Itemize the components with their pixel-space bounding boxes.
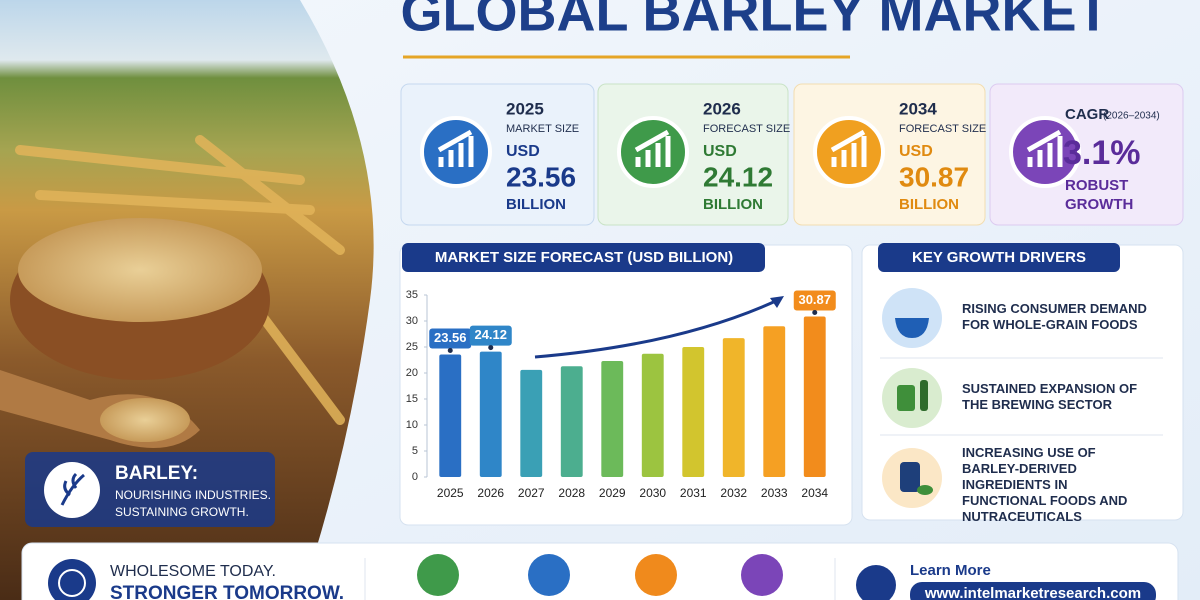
stat-note: ROBUST GROWTH [1065, 177, 1133, 213]
bar [601, 361, 624, 477]
stat-year: 2026 [703, 99, 741, 118]
stat-icon [617, 116, 689, 188]
value-label: 24.12 [474, 327, 507, 342]
driver-text: INCREASING USE OF BARLEY-DERIVED INGREDI… [962, 445, 1128, 524]
x-tick-label: 2034 [801, 486, 828, 500]
globe-lines [58, 569, 86, 597]
value-label: 23.56 [434, 330, 467, 345]
value-label: 30.87 [798, 292, 831, 307]
title: GLOBAL BARLEY MARKET [400, 0, 1109, 42]
drivers-title: KEY GROWTH DRIVERS [912, 249, 1086, 266]
chart-icon [830, 129, 867, 167]
stat-value: 30.87 [899, 161, 969, 192]
value-label-box [429, 328, 472, 349]
feature-icon [635, 554, 677, 596]
trend-arrowhead [770, 296, 784, 308]
value-label-box [793, 290, 836, 311]
stat-currency: USD [506, 143, 540, 160]
stat-icon [1009, 116, 1081, 188]
stat-label: FORECAST SIZE [703, 123, 790, 135]
value-dot [812, 309, 818, 315]
scoop-grains [100, 398, 190, 442]
stat-icon [420, 116, 492, 188]
x-tick-label: 2032 [720, 486, 747, 500]
badge-line: SUSTAINING GROWTH. [115, 505, 249, 519]
y-tick-label: 10 [406, 419, 418, 431]
stat-unit: BILLION [506, 196, 566, 213]
wheat-icon [60, 472, 85, 506]
stat-value: 24.12 [703, 161, 773, 192]
stat-currency: USD [899, 143, 933, 160]
x-tick-label: 2025 [437, 486, 464, 500]
bottle-icon [920, 380, 928, 411]
stat-unit: BILLION [899, 196, 959, 213]
chart-title-pill [402, 243, 765, 272]
stat-period: (2026–2034) [1103, 111, 1160, 122]
drivers-title-pill [878, 243, 1120, 272]
stat-year: 2025 [506, 99, 544, 118]
y-tick-label: 15 [406, 393, 418, 405]
stat-year: 2034 [899, 99, 937, 118]
stat-icon [813, 116, 885, 188]
bar [682, 347, 705, 477]
x-tick-label: 2026 [477, 486, 504, 500]
bar [560, 366, 583, 477]
y-tick-label: 20 [406, 367, 418, 379]
feature-icon [528, 554, 570, 596]
y-tick-label: 0 [412, 471, 418, 483]
chart-title: MARKET SIZE FORECAST (USD BILLION) [435, 249, 733, 266]
y-tick-label: 30 [406, 315, 418, 327]
feature-icon [741, 554, 783, 596]
url-pill[interactable] [910, 582, 1156, 600]
x-tick-label: 2030 [639, 486, 666, 500]
chart-icon [634, 129, 671, 167]
tagline: WHOLESOME TODAY. [110, 563, 276, 580]
stat-year: CAGR [1065, 106, 1109, 123]
x-tick-label: 2029 [599, 486, 626, 500]
bar [722, 338, 745, 477]
bowl-grains [18, 218, 262, 322]
stat-label: FORECAST SIZE [899, 123, 986, 135]
bar [479, 351, 502, 477]
learn-more[interactable]: Learn More [910, 562, 991, 579]
badge-line: NOURISHING INDUSTRIES. [115, 488, 271, 502]
bowl-icon [895, 318, 929, 338]
value-label-box [469, 325, 512, 346]
y-tick-label: 35 [406, 289, 418, 301]
bar [520, 369, 543, 477]
beer-icon [897, 385, 915, 411]
x-tick-label: 2031 [680, 486, 707, 500]
tagline-strong: STRONGER TOMORROW. [110, 583, 344, 600]
x-tick-label: 2027 [518, 486, 545, 500]
value-dot [447, 347, 453, 353]
x-tick-label: 2028 [558, 486, 585, 500]
url[interactable]: www.intelmarketresearch.com [924, 585, 1141, 600]
y-tick-label: 25 [406, 341, 418, 353]
trend-arrow [534, 298, 779, 359]
stat-value: 3.1% [1063, 134, 1141, 172]
bar [439, 354, 462, 477]
jar-icon [900, 462, 920, 492]
pill-icon [917, 485, 933, 495]
stat-label: MARKET SIZE [506, 123, 579, 135]
value-dot [488, 345, 494, 351]
driver-text: RISING CONSUMER DEMAND FOR WHOLE-GRAIN F… [962, 301, 1147, 332]
bar [803, 316, 826, 477]
driver-text: SUSTAINED EXPANSION OF THE BREWING SECTO… [962, 381, 1138, 412]
bar [641, 353, 664, 477]
chart-icon [1026, 129, 1063, 167]
stat-unit: BILLION [703, 196, 763, 213]
globe-icon [856, 565, 896, 600]
y-tick-label: 5 [412, 445, 418, 457]
stat-currency: USD [703, 143, 737, 160]
badge-title: BARLEY: [115, 463, 198, 484]
stat-value: 23.56 [506, 161, 576, 192]
feature-icon [417, 554, 459, 596]
chart-icon [437, 129, 474, 167]
x-tick-label: 2033 [761, 486, 788, 500]
bar [763, 326, 786, 477]
